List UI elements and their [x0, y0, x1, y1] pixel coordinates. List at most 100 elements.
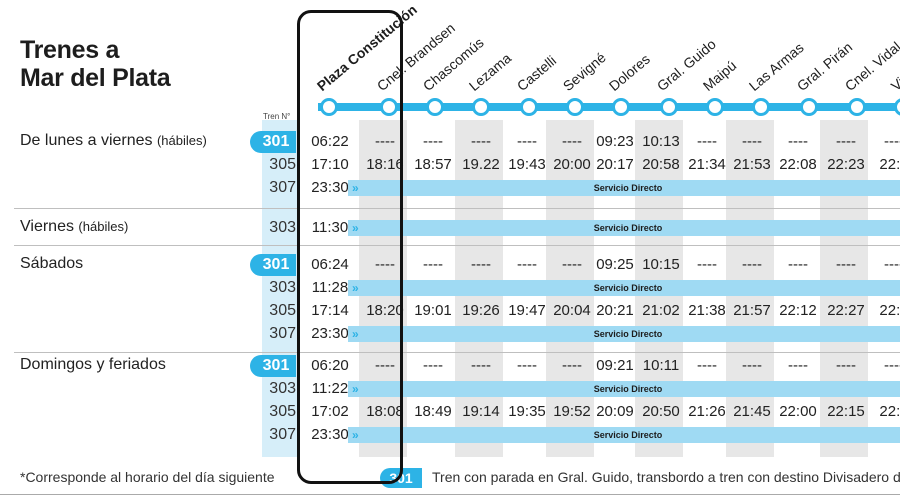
direct-service-bar: » Servicio Directo: [348, 280, 900, 296]
station-label: Vi: [887, 73, 900, 94]
time-cell: 19:43: [508, 156, 546, 173]
station-dot: [426, 98, 444, 116]
time-cell: 06:24: [311, 256, 349, 273]
train-number: 305: [269, 156, 296, 173]
station-dot: [752, 98, 770, 116]
section-label: Sábados: [20, 255, 83, 273]
train-number: 301: [250, 131, 296, 153]
time-cell: ----: [836, 133, 856, 150]
train-number: 307: [269, 426, 296, 443]
train-number: 301: [250, 355, 296, 377]
time-cell: 09:23: [596, 133, 634, 150]
section-title: De lunes a viernes: [20, 132, 153, 149]
time-cell: 17:14: [311, 302, 349, 319]
time-cell: ----: [742, 357, 762, 374]
time-cell: 19:14: [462, 403, 500, 420]
time-cell: 23:30: [311, 179, 349, 196]
page-title: Trenes a Mar del Plata: [20, 36, 171, 92]
time-cell: 17:10: [311, 156, 349, 173]
station-dot: [320, 98, 338, 116]
station-dot: [472, 98, 490, 116]
time-cell: ----: [788, 256, 808, 273]
time-cell: 20:21: [596, 302, 634, 319]
time-cell: 18:20: [366, 302, 404, 319]
section-label: De lunes a viernes (hábiles): [20, 132, 207, 150]
train-number: 303: [269, 279, 296, 296]
section-label: Viernes (hábiles): [20, 218, 128, 236]
station-dot: [612, 98, 630, 116]
train-number: 307: [269, 325, 296, 342]
time-cell: ----: [423, 357, 443, 374]
time-cell: 22:15: [827, 403, 865, 420]
time-cell: ----: [788, 357, 808, 374]
time-cell: 19:52: [553, 403, 591, 420]
station-dot: [894, 98, 900, 116]
station-dot: [660, 98, 678, 116]
time-cell: 20:58: [642, 156, 680, 173]
time-cell: ----: [788, 133, 808, 150]
time-cell: 22:23: [827, 156, 865, 173]
direct-service-label: Servicio Directo: [593, 430, 663, 440]
train-number: 305: [269, 302, 296, 319]
station-label: Castelli: [513, 52, 560, 94]
time-cell: 21:34: [688, 156, 726, 173]
station-label: Sevigné: [559, 49, 609, 94]
time-cell: 22:12: [779, 302, 817, 319]
direct-service-bar: » Servicio Directo: [348, 326, 900, 342]
section-title: Domingos y feriados: [20, 356, 166, 373]
time-cell: 11:22: [311, 380, 349, 397]
chevron-right-icon: »: [352, 281, 359, 295]
time-cell: ----: [884, 357, 900, 374]
time-cell: ----: [375, 256, 395, 273]
time-cell: 20:17: [596, 156, 634, 173]
table-row: 307 23:30» Servicio Directo: [262, 177, 900, 199]
time-cell: 18:16: [366, 156, 404, 173]
section-title: Viernes: [20, 218, 74, 235]
section-divider: [14, 352, 900, 353]
train-number: 301: [250, 254, 296, 276]
time-cell: 21:38: [688, 302, 726, 319]
chevron-right-icon: »: [352, 221, 359, 235]
route-line: [318, 103, 900, 111]
time-cell: ----: [471, 133, 491, 150]
station-dot: [566, 98, 584, 116]
time-cell: 20:50: [642, 403, 680, 420]
station-label: Dolores: [605, 50, 653, 94]
chevron-right-icon: »: [352, 327, 359, 341]
time-cell: 19:35: [508, 403, 546, 420]
table-row: 305 17:10 18:16 18:57 19.22 19:43 20:00 20:17 20…: [262, 154, 900, 176]
section-note: (hábiles): [156, 133, 207, 148]
direct-service-bar: » Servicio Directo: [348, 427, 900, 443]
time-cell: 10:15: [642, 256, 680, 273]
table-row: 301 06:24 ---- ---- ---- ---- ---- 09:25 10:15 --…: [250, 254, 900, 276]
time-cell: ----: [471, 256, 491, 273]
train-number: 305: [269, 403, 296, 420]
direct-service-label: Servicio Directo: [593, 384, 663, 394]
time-cell: ----: [517, 357, 537, 374]
time-cell: ----: [697, 256, 717, 273]
time-cell: ----: [517, 256, 537, 273]
time-cell: ----: [375, 357, 395, 374]
time-cell: ----: [697, 357, 717, 374]
time-cell: ----: [742, 133, 762, 150]
train-number-column: [262, 120, 300, 457]
time-cell: ----: [517, 133, 537, 150]
time-cell: ----: [423, 133, 443, 150]
time-cell: 11:30: [311, 219, 349, 236]
time-cell: ----: [375, 133, 395, 150]
section-label: Domingos y feriados: [20, 356, 166, 374]
time-cell: 23:30: [311, 325, 349, 342]
table-row: 301 06:20 ---- ---- ---- ---- ---- 09:21 10:11 --…: [250, 355, 900, 377]
direct-service-bar: » Servicio Directo: [348, 220, 900, 236]
table-row: 303 11:22» Servicio Directo: [262, 378, 900, 400]
time-cell: 19:47: [508, 302, 546, 319]
time-cell: 10:13: [642, 133, 680, 150]
time-cell: 18:49: [414, 403, 452, 420]
time-cell: 22:08: [779, 156, 817, 173]
time-cell: ----: [562, 357, 582, 374]
direct-service-label: Servicio Directo: [593, 183, 663, 193]
station-dot: [380, 98, 398, 116]
table-row: 307 23:30» Servicio Directo: [262, 323, 900, 345]
time-cell: 18:57: [414, 156, 452, 173]
time-cell: 19:26: [462, 302, 500, 319]
